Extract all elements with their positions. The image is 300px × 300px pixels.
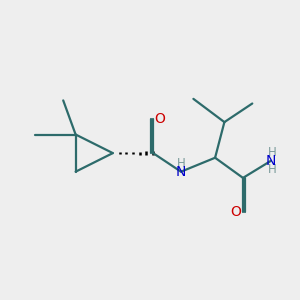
Text: H: H xyxy=(268,163,277,176)
Text: N: N xyxy=(266,154,276,168)
Text: O: O xyxy=(154,112,165,126)
Text: H: H xyxy=(177,157,185,169)
Text: O: O xyxy=(231,205,242,219)
Text: N: N xyxy=(176,165,186,179)
Text: H: H xyxy=(268,146,277,159)
